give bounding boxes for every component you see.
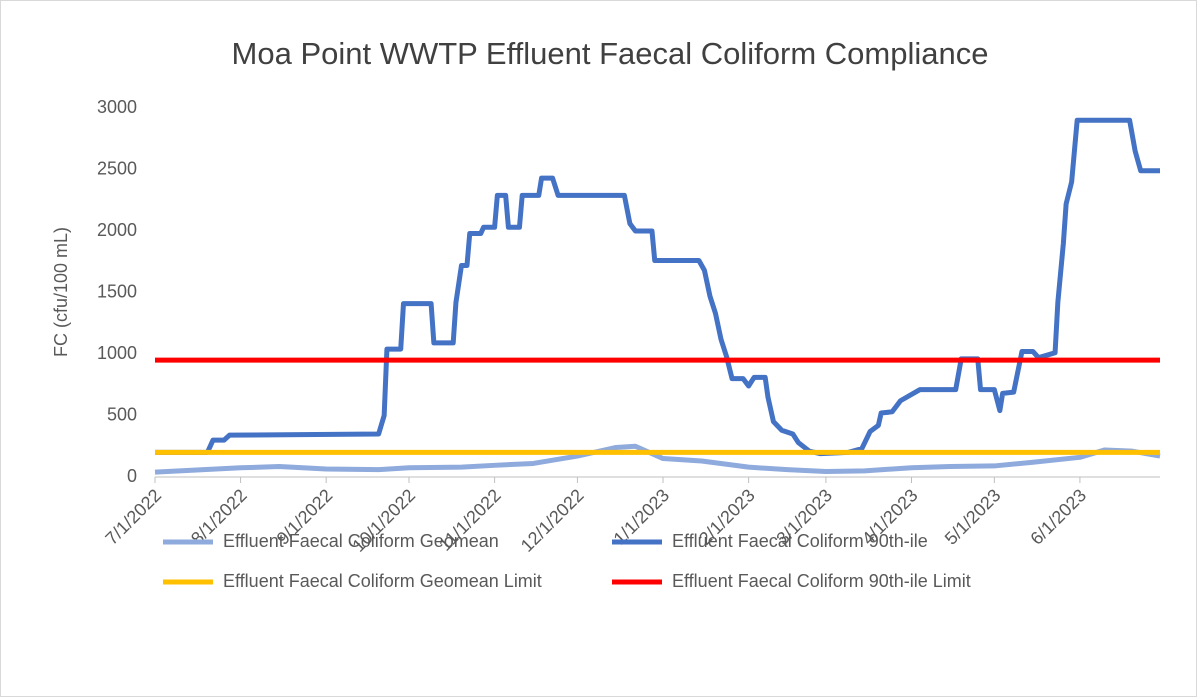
legend-label: Effluent Faecal Coliform 90th-ile Limit xyxy=(672,571,971,591)
y-tick-label: 500 xyxy=(107,404,137,424)
legend-label: Effluent Faecal Coliform Geomean xyxy=(223,531,499,551)
y-tick-label: 2500 xyxy=(97,158,137,178)
y-axis-label: FC (cfu/100 mL) xyxy=(51,227,71,357)
y-tick-label: 2000 xyxy=(97,220,137,240)
y-tick-label: 0 xyxy=(127,466,137,486)
legend-label: Effluent Faecal Coliform 90th-ile xyxy=(672,531,928,551)
series-line xyxy=(154,443,1161,475)
y-tick-label: 3000 xyxy=(97,97,137,117)
chart-title: Moa Point WWTP Effluent Faecal Coliform … xyxy=(232,36,989,71)
legend-label: Effluent Faecal Coliform Geomean Limit xyxy=(223,571,542,591)
series-line xyxy=(155,117,1160,457)
y-tick-label: 1500 xyxy=(97,281,137,301)
y-tick-label: 1000 xyxy=(97,343,137,363)
